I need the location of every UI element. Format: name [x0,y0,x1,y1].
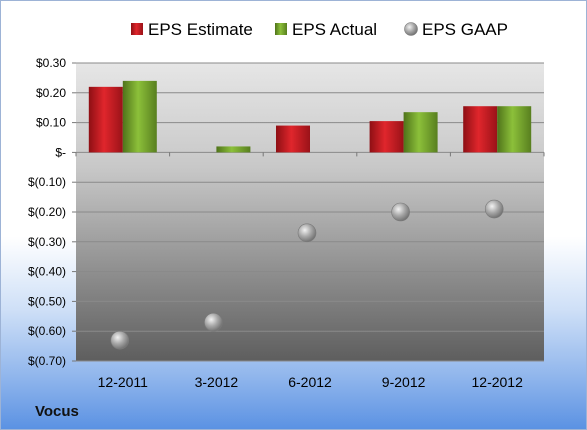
eps-gaap-point [204,312,223,332]
eps-actual-bar [403,112,438,153]
eps-gaap-point [484,199,504,219]
eps-actual-bar [497,106,532,153]
eps-actual-bar [122,80,157,153]
legend-label: EPS Estimate [148,20,253,39]
legend-swatch [275,23,287,35]
gaap-points [110,199,504,350]
brand-label: Vocus [35,403,79,420]
eps-estimate-bar [369,121,404,153]
y-tick-label: $(0.40) [28,265,66,279]
y-tick-label: $(0.50) [28,294,66,308]
eps-gaap-point [110,330,130,350]
y-tick-label: $(0.10) [28,175,66,189]
y-tick-label: $0.20 [36,86,66,100]
y-tick-label: $0.30 [36,56,66,70]
x-tick-label: 12-2012 [472,374,524,390]
legend-label: EPS Actual [292,20,377,39]
eps-gaap-point [391,202,410,222]
x-tick-label: 12-2011 [98,374,149,390]
y-tick-label: $(0.70) [28,354,66,368]
legend-swatch [131,23,143,35]
x-tick-label: 6-2012 [288,374,332,390]
y-tick-label: $(0.30) [28,235,66,249]
bars [88,80,532,153]
eps-gaap-point [297,223,317,243]
eps-estimate-bar [276,125,310,153]
x-tick-label: 9-2012 [382,374,426,390]
legend: EPS Estimate EPS Actual EPS GAAP [131,20,508,39]
y-tick-label: $(0.20) [28,205,66,219]
x-axis-ticks: 12-2011 3-2012 6-2012 9-2012 12-2012 [98,374,523,390]
eps-actual-bar [216,146,251,153]
eps-estimate-bar [88,86,123,153]
x-tick-label: 3-2012 [195,374,239,390]
legend-label: EPS GAAP [422,20,508,39]
y-axis-ticks: $0.30 $0.20 $0.10 $- $(0.10) $(0.20) $(0.30) $(… [28,56,66,368]
eps-estimate-bar [463,106,498,153]
y-tick-label: $0.10 [36,116,66,130]
legend-swatch [404,22,418,36]
y-tick-label: $(0.60) [28,324,66,338]
y-tick-label: $- [55,145,66,159]
